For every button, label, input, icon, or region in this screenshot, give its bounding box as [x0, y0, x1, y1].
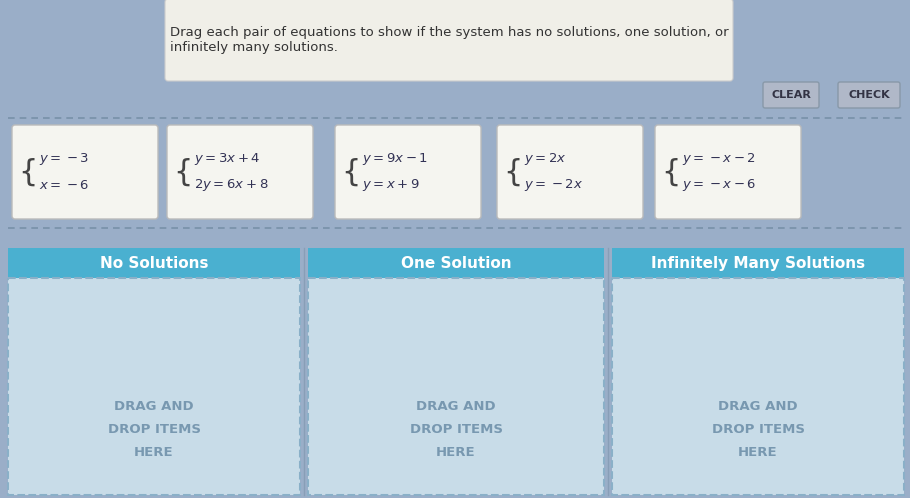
- Text: $y = 2x$: $y = 2x$: [524, 151, 567, 167]
- FancyBboxPatch shape: [8, 248, 300, 278]
- Text: $y = x + 9$: $y = x + 9$: [362, 177, 420, 193]
- Text: Drag each pair of equations to show if the system has no solutions, one solution: Drag each pair of equations to show if t…: [169, 26, 728, 54]
- Text: CHECK: CHECK: [848, 90, 890, 100]
- FancyBboxPatch shape: [612, 278, 904, 495]
- Text: DRAG AND
DROP ITEMS
HERE: DRAG AND DROP ITEMS HERE: [712, 400, 804, 459]
- Text: $\{$: $\{$: [503, 156, 521, 188]
- Text: DRAG AND
DROP ITEMS
HERE: DRAG AND DROP ITEMS HERE: [107, 400, 200, 459]
- FancyBboxPatch shape: [497, 125, 643, 219]
- FancyBboxPatch shape: [308, 278, 604, 495]
- Text: $y = -3$: $y = -3$: [39, 151, 89, 167]
- Text: $\{$: $\{$: [173, 156, 191, 188]
- FancyBboxPatch shape: [763, 82, 819, 108]
- FancyBboxPatch shape: [308, 248, 604, 278]
- FancyBboxPatch shape: [335, 125, 481, 219]
- FancyBboxPatch shape: [612, 248, 904, 278]
- FancyBboxPatch shape: [167, 125, 313, 219]
- Text: $\{$: $\{$: [341, 156, 359, 188]
- Text: No Solutions: No Solutions: [100, 255, 208, 270]
- Text: $\{$: $\{$: [662, 156, 679, 188]
- Text: One Solution: One Solution: [400, 255, 511, 270]
- FancyBboxPatch shape: [12, 125, 158, 219]
- Text: $y = -x - 6$: $y = -x - 6$: [682, 177, 756, 193]
- Text: $y = -2x$: $y = -2x$: [524, 177, 583, 193]
- FancyBboxPatch shape: [655, 125, 801, 219]
- Text: $y = -x - 2$: $y = -x - 2$: [682, 151, 756, 167]
- Text: $y = 9x - 1$: $y = 9x - 1$: [362, 151, 429, 167]
- Text: Infinitely Many Solutions: Infinitely Many Solutions: [651, 255, 865, 270]
- FancyBboxPatch shape: [8, 278, 300, 495]
- Text: $2y = 6x + 8$: $2y = 6x + 8$: [194, 177, 268, 193]
- FancyBboxPatch shape: [165, 0, 733, 81]
- Text: $y = 3x + 4$: $y = 3x + 4$: [194, 151, 260, 167]
- Text: $x = -6$: $x = -6$: [39, 178, 89, 192]
- FancyBboxPatch shape: [838, 82, 900, 108]
- Text: DRAG AND
DROP ITEMS
HERE: DRAG AND DROP ITEMS HERE: [410, 400, 502, 459]
- Text: $\{$: $\{$: [18, 156, 35, 188]
- Text: CLEAR: CLEAR: [771, 90, 811, 100]
